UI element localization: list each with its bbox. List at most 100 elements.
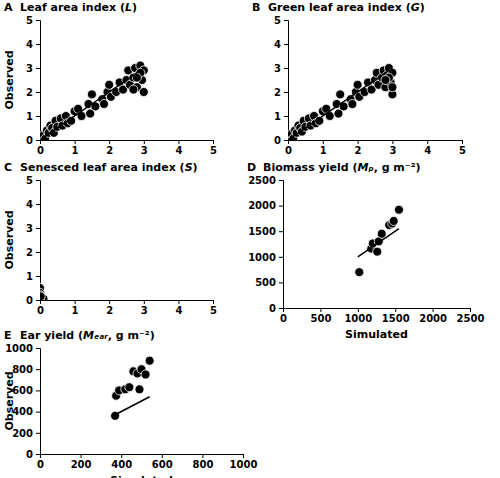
plot-area <box>355 205 404 276</box>
tick: 500 <box>310 308 331 324</box>
tick: 1 <box>274 111 288 122</box>
tick-label: 1000 <box>5 343 33 354</box>
point <box>389 216 398 225</box>
tick: 1000 <box>5 343 40 354</box>
axis-line <box>36 181 41 301</box>
tick-mark <box>462 140 463 144</box>
axis-line <box>36 21 41 141</box>
tick-label: 2 <box>274 87 281 98</box>
tick: 5 <box>210 140 217 156</box>
tick-mark <box>433 308 434 312</box>
tick-mark <box>178 140 179 144</box>
tick: 0 <box>280 308 287 324</box>
point <box>105 80 114 89</box>
panel: 012345012345BGreen leaf area index (G) <box>252 1 466 156</box>
tick-mark <box>279 231 283 232</box>
tick-label: 600 <box>152 459 173 470</box>
tick: 800 <box>12 364 40 375</box>
tick: 200 <box>12 428 40 439</box>
point <box>377 229 386 238</box>
tick: 5 <box>274 15 288 26</box>
axis-line <box>284 21 289 141</box>
tick-mark <box>284 44 288 45</box>
tick-label: 0 <box>280 313 287 324</box>
y-axis-title: Observed <box>3 371 16 430</box>
tick-mark <box>144 140 145 144</box>
tick-label: 500 <box>310 313 331 324</box>
one-to-one-line <box>40 68 144 140</box>
tick-label: 3 <box>26 63 33 74</box>
tick-mark <box>243 454 244 458</box>
tick: 4 <box>424 140 431 156</box>
tick-label: 4 <box>424 145 431 156</box>
point <box>381 76 390 85</box>
tick-label: 4 <box>26 199 33 210</box>
tick-mark <box>36 204 40 205</box>
tick-mark <box>36 300 40 301</box>
tick-mark <box>121 454 122 458</box>
axis-line <box>41 141 214 145</box>
axis-line <box>41 455 244 459</box>
tick: 1000 <box>344 308 372 324</box>
point <box>125 383 134 392</box>
tick-label: 2500 <box>457 313 485 324</box>
tick-mark <box>284 140 288 141</box>
x-axis: 012345 <box>37 300 217 316</box>
tick-label: 2 <box>26 87 33 98</box>
tick-mark <box>36 228 40 229</box>
panel: 012345012345ALeaf area index (L)Observed <box>3 1 217 156</box>
panel-label: A <box>4 1 13 14</box>
tick-mark <box>213 140 214 144</box>
points <box>355 205 404 276</box>
tick-mark <box>36 116 40 117</box>
tick: 600 <box>12 385 40 396</box>
tick-label: 0 <box>37 459 44 470</box>
tick-mark <box>323 140 324 144</box>
axis-line <box>289 141 463 145</box>
tick-label: 5 <box>210 145 217 156</box>
panel: 0500100015002000250005001000150020002500… <box>247 161 484 341</box>
tick-label: 2000 <box>248 200 276 211</box>
tick-label: 1500 <box>248 226 276 237</box>
tick: 400 <box>12 406 40 417</box>
tick: 4 <box>175 300 182 316</box>
tick-mark <box>279 282 283 283</box>
point <box>100 100 109 109</box>
plot-area <box>111 356 155 420</box>
tick-mark <box>36 390 40 391</box>
tick-mark <box>279 308 283 309</box>
one-to-one-line <box>288 68 392 140</box>
tick-mark <box>36 433 40 434</box>
axis-line <box>36 349 41 455</box>
tick: 1 <box>72 140 79 156</box>
x-axis: 02004006008001000 <box>37 454 257 470</box>
tick-mark <box>36 276 40 277</box>
tick-label: 4 <box>274 39 281 50</box>
y-axis: 05001000150020002500 <box>248 175 283 314</box>
plot-area <box>288 64 397 141</box>
tick-mark <box>75 300 76 304</box>
tick: 600 <box>152 454 173 470</box>
point <box>40 292 45 300</box>
tick-mark <box>213 300 214 304</box>
tick-label: 3 <box>141 145 148 156</box>
tick-label: 0 <box>37 305 44 316</box>
tick-mark <box>36 180 40 181</box>
tick: 0 <box>269 303 283 314</box>
tick: 200 <box>71 454 92 470</box>
tick: 2000 <box>248 200 283 211</box>
tick: 5 <box>26 15 40 26</box>
tick: 0 <box>274 135 288 146</box>
tick-label: 2 <box>355 145 362 156</box>
tick-mark <box>36 140 40 141</box>
tick-label: 0 <box>274 135 281 146</box>
y-axis-title: Observed <box>3 210 16 269</box>
tick: 1 <box>72 300 79 316</box>
tick-label: 5 <box>26 175 33 186</box>
tick: 1 <box>320 140 327 156</box>
tick-label: 5 <box>26 15 33 26</box>
tick-label: 800 <box>192 459 213 470</box>
point <box>353 80 362 89</box>
x-axis: 012345 <box>37 140 217 156</box>
point <box>139 88 148 97</box>
